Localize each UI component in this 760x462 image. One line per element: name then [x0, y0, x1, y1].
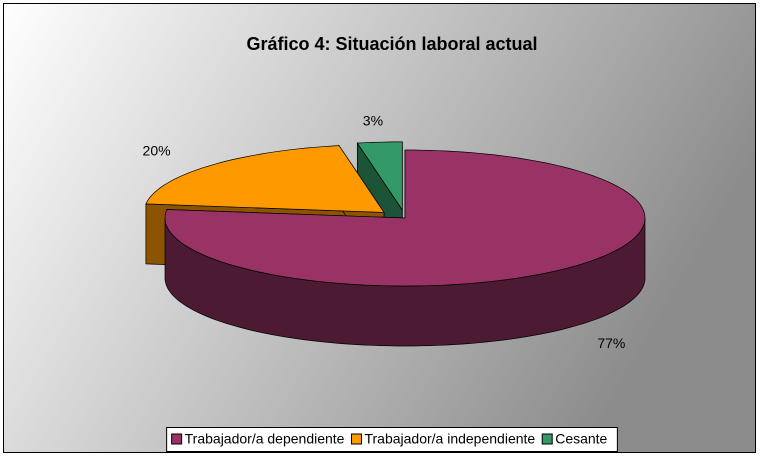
data-label: 77% — [597, 335, 625, 351]
legend-swatch — [350, 433, 362, 445]
legend-swatch — [541, 433, 553, 445]
data-label: 3% — [363, 113, 383, 129]
legend: Trabajador/a dependiente Trabajador/a ind… — [166, 427, 618, 452]
legend-label: Cesante — [555, 431, 607, 447]
legend-label: Trabajador/a independiente — [364, 431, 535, 447]
legend-swatch — [171, 433, 183, 445]
slice — [356, 141, 403, 212]
slice — [145, 145, 385, 213]
chart-title: Gráfico 4: Situación laboral actual — [246, 34, 537, 54]
legend-box — [166, 427, 618, 452]
slice — [164, 149, 646, 287]
data-label: 20% — [143, 143, 171, 159]
legend-label: Trabajador/a dependiente — [185, 431, 345, 447]
pie: 77% 20% 3% — [143, 113, 646, 351]
